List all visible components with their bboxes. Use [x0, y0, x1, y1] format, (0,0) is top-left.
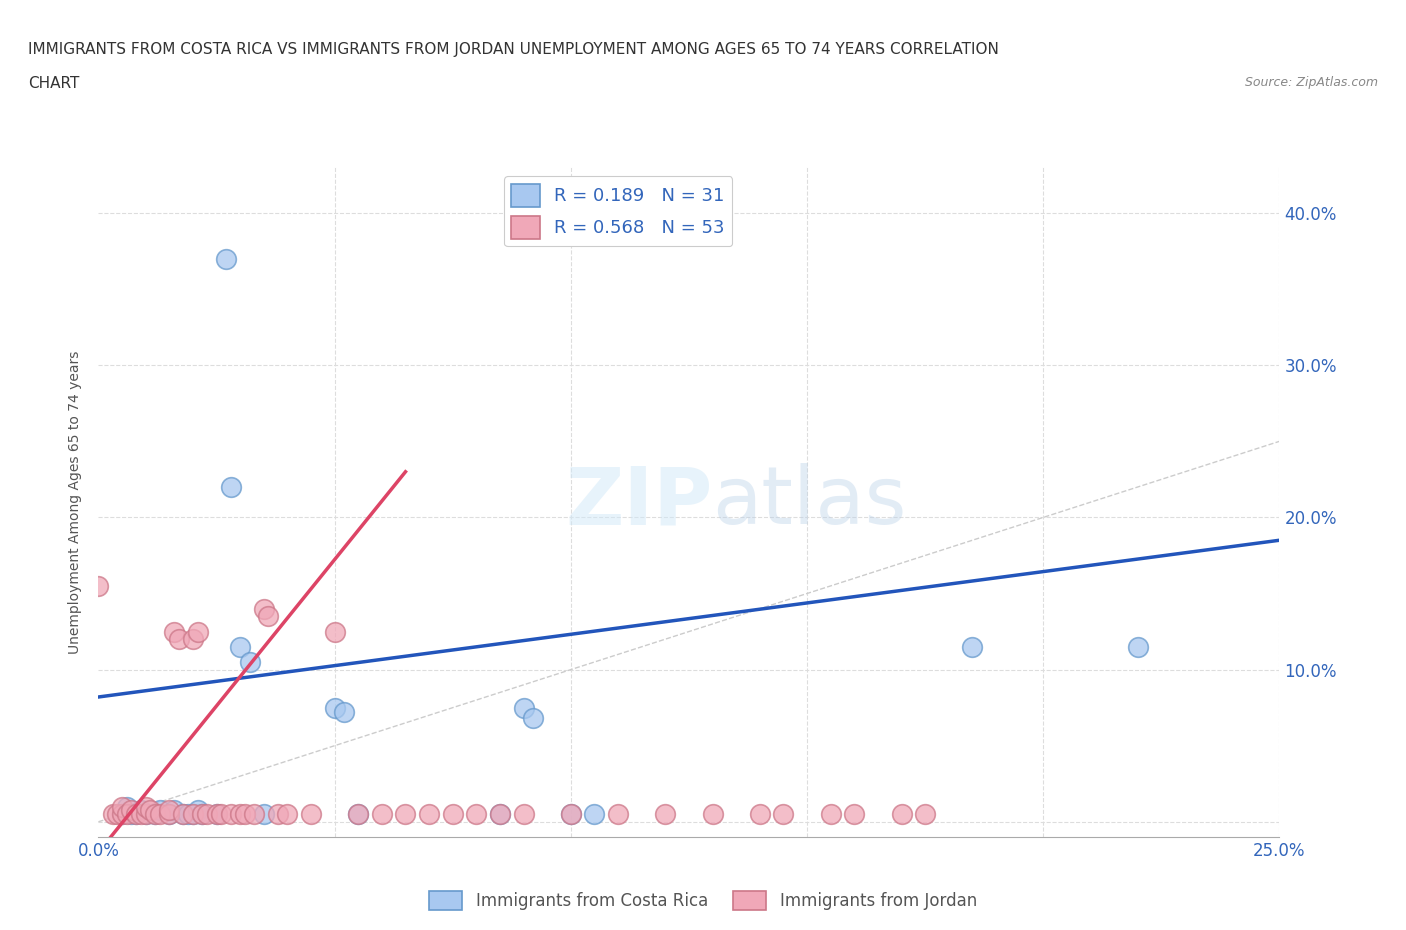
Point — [177, 806, 200, 821]
Point — [149, 806, 172, 821]
Point — [181, 806, 204, 821]
Point — [181, 631, 204, 646]
Point — [172, 806, 194, 821]
Point — [441, 806, 464, 821]
Point — [157, 806, 180, 821]
Point — [205, 806, 228, 821]
Point — [607, 806, 630, 821]
Point — [111, 799, 134, 814]
Point — [167, 631, 190, 646]
Point — [522, 711, 544, 725]
Point — [111, 806, 134, 821]
Text: atlas: atlas — [713, 463, 907, 541]
Point — [347, 806, 370, 821]
Point — [209, 806, 232, 821]
Point — [465, 806, 488, 821]
Point — [253, 806, 276, 821]
Text: IMMIGRANTS FROM COSTA RICA VS IMMIGRANTS FROM JORDAN UNEMPLOYMENT AMONG AGES 65 : IMMIGRANTS FROM COSTA RICA VS IMMIGRANTS… — [28, 42, 1000, 57]
Point — [163, 803, 186, 817]
Point — [772, 806, 794, 821]
Point — [115, 799, 138, 814]
Point — [135, 806, 157, 821]
Point — [583, 806, 606, 821]
Point — [219, 480, 242, 495]
Point — [105, 806, 128, 821]
Point — [115, 806, 138, 821]
Point — [143, 806, 166, 821]
Point — [101, 806, 124, 821]
Point — [323, 700, 346, 715]
Point — [121, 806, 143, 821]
Point — [125, 806, 148, 821]
Point — [191, 806, 214, 821]
Point — [191, 806, 214, 821]
Point — [129, 803, 152, 817]
Point — [844, 806, 866, 821]
Point — [195, 806, 218, 821]
Point — [139, 803, 162, 817]
Point — [1126, 639, 1149, 654]
Point — [121, 803, 143, 817]
Point — [347, 806, 370, 821]
Point — [654, 806, 676, 821]
Point — [135, 806, 157, 821]
Point — [229, 806, 252, 821]
Point — [702, 806, 724, 821]
Text: ZIP: ZIP — [565, 463, 713, 541]
Point — [323, 624, 346, 639]
Point — [157, 803, 180, 817]
Point — [205, 806, 228, 821]
Point — [125, 806, 148, 821]
Point — [267, 806, 290, 821]
Point — [489, 806, 512, 821]
Point — [276, 806, 298, 821]
Text: Source: ZipAtlas.com: Source: ZipAtlas.com — [1244, 76, 1378, 89]
Point — [143, 806, 166, 821]
Point — [239, 655, 262, 670]
Point — [87, 578, 110, 593]
Point — [135, 799, 157, 814]
Point — [253, 602, 276, 617]
Point — [149, 803, 172, 817]
Point — [111, 806, 134, 821]
Point — [219, 806, 242, 821]
Point — [187, 803, 209, 817]
Point — [394, 806, 416, 821]
Point — [257, 609, 280, 624]
Point — [371, 806, 394, 821]
Point — [418, 806, 440, 821]
Legend: R = 0.189   N = 31, R = 0.568   N = 53: R = 0.189 N = 31, R = 0.568 N = 53 — [503, 177, 733, 246]
Point — [748, 806, 770, 821]
Y-axis label: Unemployment Among Ages 65 to 74 years: Unemployment Among Ages 65 to 74 years — [69, 351, 83, 654]
Point — [489, 806, 512, 821]
Point — [962, 639, 984, 654]
Point — [560, 806, 582, 821]
Text: CHART: CHART — [28, 76, 80, 91]
Point — [243, 806, 266, 821]
Point — [512, 806, 534, 821]
Point — [157, 806, 180, 821]
Point — [229, 639, 252, 654]
Point — [512, 700, 534, 715]
Point — [181, 806, 204, 821]
Point — [129, 806, 152, 821]
Point — [172, 806, 194, 821]
Point — [333, 705, 356, 720]
Point — [215, 251, 238, 266]
Point — [560, 806, 582, 821]
Point — [890, 806, 912, 821]
Point — [299, 806, 322, 821]
Point — [820, 806, 842, 821]
Point — [233, 806, 256, 821]
Point — [914, 806, 936, 821]
Point — [187, 624, 209, 639]
Legend: Immigrants from Costa Rica, Immigrants from Jordan: Immigrants from Costa Rica, Immigrants f… — [422, 884, 984, 917]
Point — [163, 624, 186, 639]
